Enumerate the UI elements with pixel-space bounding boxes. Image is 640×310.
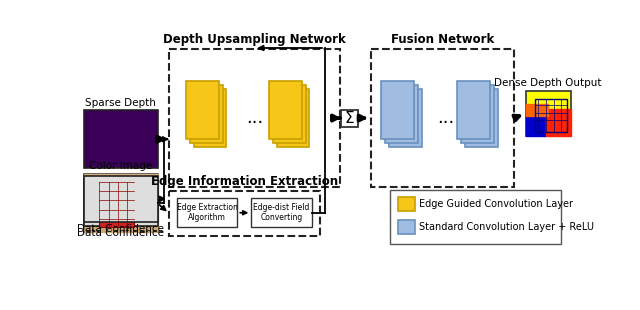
- Text: Sparse Depth: Sparse Depth: [85, 98, 156, 108]
- FancyBboxPatch shape: [84, 174, 157, 232]
- FancyBboxPatch shape: [84, 110, 157, 168]
- FancyBboxPatch shape: [397, 220, 415, 234]
- FancyBboxPatch shape: [252, 198, 312, 228]
- FancyBboxPatch shape: [186, 82, 219, 139]
- Text: Edge Guided Convolution Layer: Edge Guided Convolution Layer: [419, 199, 573, 209]
- FancyBboxPatch shape: [389, 89, 422, 147]
- Text: ...: ...: [246, 109, 263, 127]
- Text: Edge Extraction
Algorithm: Edge Extraction Algorithm: [177, 203, 237, 223]
- Text: Standard Convolution Layer + ReLU: Standard Convolution Layer + ReLU: [419, 222, 595, 232]
- Text: ...: ...: [437, 109, 454, 127]
- FancyBboxPatch shape: [390, 190, 561, 244]
- FancyBboxPatch shape: [461, 85, 494, 143]
- Text: Fusion Network: Fusion Network: [390, 33, 494, 46]
- FancyBboxPatch shape: [273, 85, 305, 143]
- FancyBboxPatch shape: [458, 82, 490, 139]
- Text: Depth Upsampling Network: Depth Upsampling Network: [163, 33, 346, 46]
- FancyBboxPatch shape: [385, 85, 418, 143]
- FancyBboxPatch shape: [525, 91, 571, 136]
- FancyBboxPatch shape: [177, 198, 237, 228]
- FancyBboxPatch shape: [190, 85, 223, 143]
- Text: Data Confidence: Data Confidence: [77, 228, 164, 238]
- FancyBboxPatch shape: [84, 180, 157, 226]
- Text: $\Sigma$: $\Sigma$: [344, 110, 355, 126]
- FancyBboxPatch shape: [194, 89, 227, 147]
- FancyBboxPatch shape: [381, 82, 414, 139]
- Text: Color Image: Color Image: [89, 161, 152, 171]
- FancyBboxPatch shape: [99, 182, 134, 227]
- Text: Edge-dist Field
Converting: Edge-dist Field Converting: [253, 203, 310, 223]
- FancyBboxPatch shape: [397, 197, 415, 211]
- FancyBboxPatch shape: [341, 109, 358, 126]
- Text: Dense Depth Output: Dense Depth Output: [494, 78, 602, 88]
- FancyBboxPatch shape: [269, 82, 301, 139]
- FancyBboxPatch shape: [277, 89, 309, 147]
- FancyBboxPatch shape: [84, 176, 157, 222]
- Text: Edge Information Extraction: Edge Information Extraction: [151, 175, 339, 188]
- Text: Data Confidence: Data Confidence: [77, 224, 164, 234]
- FancyBboxPatch shape: [465, 89, 498, 147]
